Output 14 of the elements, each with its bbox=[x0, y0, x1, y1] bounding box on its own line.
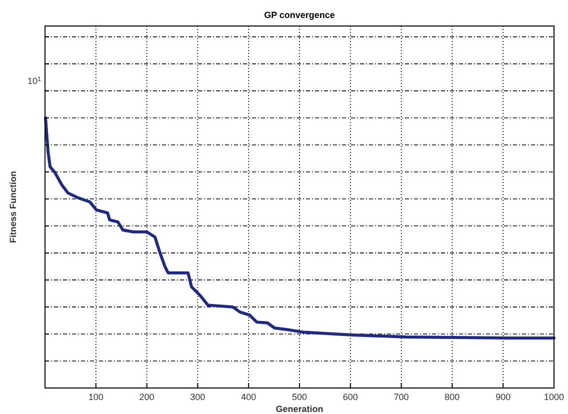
x-tick-label: 500 bbox=[292, 392, 308, 402]
x-tick-label: 100 bbox=[88, 392, 104, 402]
text: 10$^{1}$ bbox=[27, 76, 42, 86]
x-tick-label: 400 bbox=[241, 392, 256, 402]
y-axis-title: Fitness Function bbox=[8, 171, 18, 243]
x-tick-label: 900 bbox=[496, 392, 511, 402]
x-axis-title: Generation bbox=[276, 404, 324, 414]
chart-title: GP convergence bbox=[264, 10, 335, 20]
x-tick-label: 800 bbox=[444, 392, 460, 402]
x-tick-label: 300 bbox=[190, 392, 206, 402]
x-tick-label: 200 bbox=[139, 392, 154, 402]
x-tick-label: 600 bbox=[342, 392, 358, 402]
x-tick-label: 700 bbox=[394, 392, 409, 402]
x-tick-label: 1000 bbox=[544, 392, 564, 402]
